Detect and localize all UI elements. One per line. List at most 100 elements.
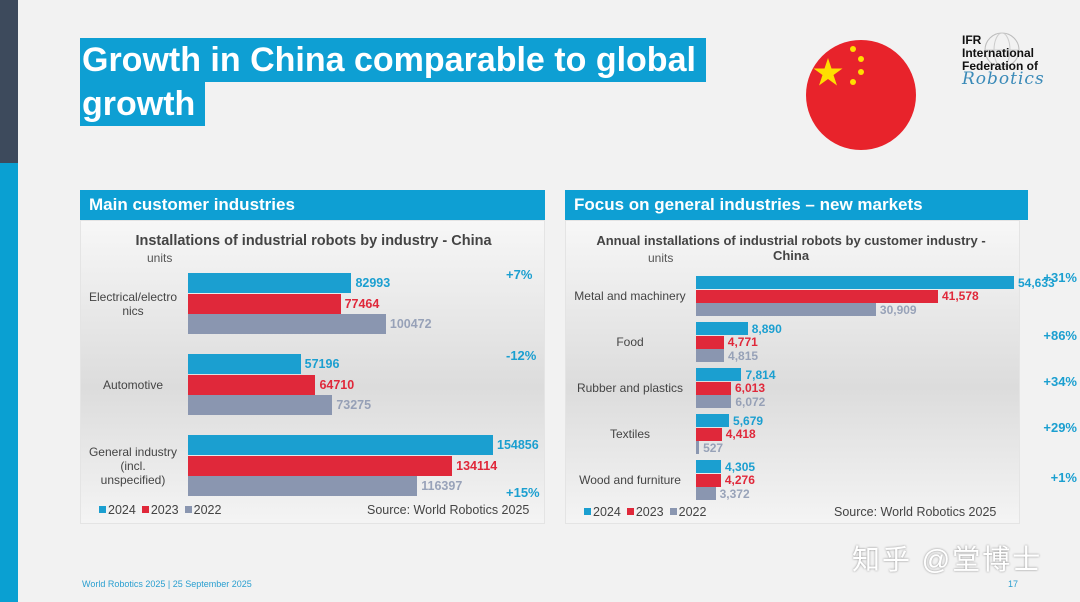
bar-2023	[696, 381, 731, 395]
bar-2023	[696, 473, 721, 487]
value-label-2024: 4,305	[725, 459, 756, 474]
value-label-2023: 41,578	[942, 289, 979, 303]
source-label: Source: World Robotics 2025	[834, 505, 997, 519]
category-label: Automotive	[102, 377, 164, 392]
bar-2023	[188, 455, 453, 476]
bar-2024	[696, 276, 1014, 289]
growth-label: +31%	[1043, 270, 1077, 285]
value-label-2022: 3,372	[719, 486, 750, 501]
bar-2024	[188, 273, 352, 293]
value-label-2024: 5,679	[733, 413, 764, 428]
logo-line-1: IFR	[962, 33, 982, 47]
sidebar-accent-dark	[0, 0, 18, 163]
units-label: units	[147, 251, 173, 265]
legend-item-2024: 2024	[578, 505, 621, 519]
legend-swatch	[141, 506, 149, 513]
bar-2024	[696, 368, 742, 381]
growth-label: +7%	[506, 267, 533, 282]
value-label-2024: 8,890	[751, 321, 782, 336]
bar-2024	[188, 354, 301, 374]
units-label: units	[648, 251, 674, 265]
value-label-2023: 4,418	[725, 427, 756, 441]
bar-2022	[696, 303, 876, 316]
value-label-2022: 4,815	[728, 348, 759, 363]
legend-item-2024: 2024	[93, 503, 136, 517]
bar-2022	[696, 441, 700, 454]
logo-line-4: Robotics	[962, 69, 1045, 89]
industry-chart: Installations of industrial robots by in…	[80, 220, 545, 524]
growth-label: +34%	[1043, 374, 1077, 389]
category-label: Electrical/electro nics	[88, 289, 178, 318]
ifr-logo: IFR International Federation of Robotics	[962, 32, 1045, 89]
value-label-2024: 7,814	[745, 367, 776, 382]
category-label: Metal and machinery	[574, 289, 686, 304]
value-label-2023: 64710	[319, 377, 355, 392]
left-panel-header: Main customer industries	[80, 190, 545, 220]
legend-swatch	[99, 506, 106, 513]
category-label: Food	[616, 335, 644, 350]
china-flag-icon	[806, 40, 916, 150]
legend-swatch	[584, 508, 591, 515]
sidebar-accent-blue	[0, 163, 18, 602]
legend-item-2023: 2023	[136, 503, 179, 517]
source-label: Source: World Robotics 2025	[367, 503, 530, 517]
value-label-2023: 4,276	[724, 473, 755, 487]
value-label-2023: 6,013	[734, 381, 766, 395]
general-industry-chart: Annual installations of industrial robot…	[565, 220, 1077, 524]
growth-label: +15%	[506, 485, 540, 500]
bar-2022	[696, 349, 725, 362]
bar-2022	[188, 314, 386, 334]
legend-item-2022: 2022	[179, 503, 221, 517]
legend-swatch	[669, 508, 677, 515]
globe-icon	[984, 32, 1020, 68]
legend-swatch	[184, 506, 192, 513]
growth-label: +1%	[1050, 470, 1077, 485]
bar-2024	[188, 435, 493, 455]
page-number: 17	[1008, 579, 1019, 589]
title-line-1: Growth in China comparable to global	[80, 38, 706, 82]
bar-2022	[696, 395, 732, 408]
bar-2023	[696, 427, 722, 441]
bar-2024	[696, 414, 730, 427]
right-panel-header: Focus on general industries – new market…	[565, 190, 1028, 220]
category-label: General industry (incl. unspecified)	[88, 444, 178, 487]
legend: 2024 2023 2022	[578, 505, 706, 519]
legend-item-2023: 2023	[621, 505, 664, 519]
value-label-2022: 527	[703, 440, 724, 455]
bar-2023	[696, 335, 724, 349]
value-label-2022: 6,072	[735, 394, 766, 409]
value-label-2024: 54,633	[1018, 275, 1055, 290]
value-label-2023: 77464	[344, 296, 380, 311]
legend-swatch	[626, 508, 634, 515]
value-label-2022: 30,909	[879, 302, 917, 317]
value-label-2022: 116397	[421, 479, 463, 493]
value-label-2024: 57196	[304, 357, 340, 371]
value-label-2024: 154856	[497, 438, 539, 452]
chart-title: Installations of industrial robots by in…	[135, 233, 492, 249]
value-label-2022: 100472	[389, 317, 432, 331]
watermark: 知乎 @堂博士	[852, 544, 1043, 575]
category-label: Wood and furniture	[579, 473, 681, 488]
category-label: Rubber and plastics	[576, 381, 684, 396]
bar-2022	[188, 395, 333, 415]
growth-label: -12%	[506, 348, 537, 363]
value-label-2022: 73275	[336, 398, 372, 412]
value-label-2023: 134114	[456, 458, 498, 473]
legend: 2024 2023 2022	[93, 503, 221, 517]
value-label-2024: 82993	[355, 276, 391, 290]
category-label: Textiles	[609, 427, 650, 442]
bar-2022	[696, 487, 716, 500]
bar-2024	[696, 322, 748, 335]
legend-item-2022: 2022	[664, 505, 706, 519]
bar-2024	[696, 460, 722, 473]
growth-label: +29%	[1043, 420, 1077, 435]
page-title: Growth in China comparable to global gro…	[80, 38, 706, 126]
logo-line-2: International	[962, 46, 1035, 60]
logo-line-3: Federation of	[962, 59, 1039, 73]
value-label-2023: 4,771	[727, 335, 758, 349]
footer-text: World Robotics 2025 | 25 September 2025	[82, 579, 252, 589]
bar-2023	[696, 289, 938, 303]
title-line-2: growth	[80, 82, 206, 126]
chart-title: Annual installations of industrial robot…	[596, 233, 986, 263]
bar-2022	[188, 476, 418, 496]
